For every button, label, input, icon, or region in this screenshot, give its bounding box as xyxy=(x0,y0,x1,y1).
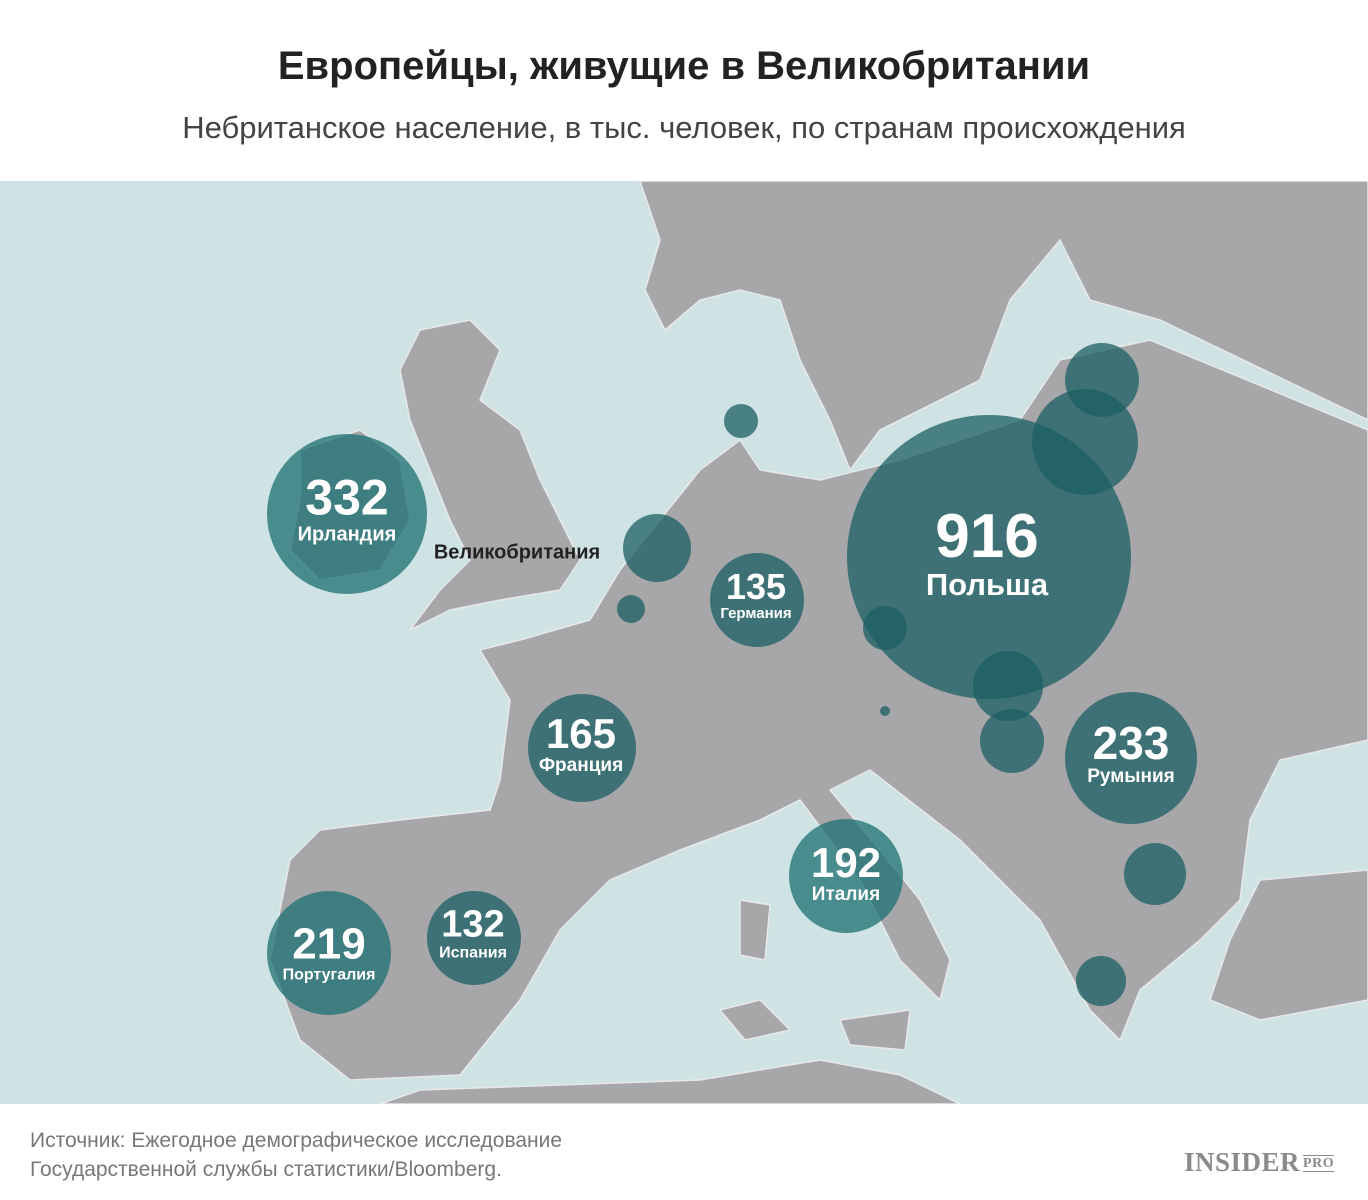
country-name: Португалия xyxy=(282,966,376,984)
country-name: Испания xyxy=(439,944,507,962)
bubble-ireland xyxy=(267,434,427,594)
country-name: Германия xyxy=(720,605,792,623)
bubble-portugal xyxy=(267,891,391,1015)
bubble-poland xyxy=(847,415,1131,699)
map-subtitle: Небританское население, в тыс. человек, … xyxy=(182,110,1186,145)
bubble-germany xyxy=(710,553,804,647)
bubble-hungary xyxy=(980,709,1044,773)
label-france: 165 Франция xyxy=(538,709,624,777)
value: 332 xyxy=(305,469,389,526)
bubble-belgium xyxy=(617,595,645,623)
value: 233 xyxy=(1092,716,1170,769)
value: 135 xyxy=(725,566,787,608)
bubble-romania xyxy=(1065,692,1197,824)
bubble-denmark xyxy=(724,404,758,438)
bubble-netherlands xyxy=(623,514,691,582)
country-name: Франция xyxy=(538,755,624,777)
bubble-france xyxy=(528,694,636,802)
source-line: Источник: Ежегодное демографическое иссл… xyxy=(30,1129,563,1152)
map-title: Европейцы, живущие в Великобритании xyxy=(277,44,1091,88)
bubble-austria xyxy=(880,706,890,716)
uk-label: Великобритания xyxy=(433,541,601,564)
bubbles xyxy=(267,343,1197,1015)
country-name: Ирландия xyxy=(297,522,397,545)
value: 165 xyxy=(545,709,617,757)
country-name: Польша xyxy=(925,567,1049,603)
source-line: Государственной службы статистики/Bloomb… xyxy=(30,1158,502,1181)
value: 132 xyxy=(441,903,505,946)
label-germany: 135 Германия xyxy=(720,568,791,622)
label-portugal: 219 Португалия xyxy=(282,919,376,985)
europe-map xyxy=(0,181,1368,1104)
label-poland: 916 Польша xyxy=(926,504,1048,602)
insider-pro-logo: INSIDER PRO xyxy=(1184,1147,1335,1178)
label-spain: 132 Испания xyxy=(439,903,507,963)
bubble-bulgaria xyxy=(1124,843,1186,905)
value: 192 xyxy=(810,838,882,886)
value: 219 xyxy=(292,919,366,969)
source-note: Источник: Ежегодное демографическое иссл… xyxy=(30,1126,562,1184)
bubble-czechia xyxy=(863,606,907,650)
logo-sup: PRO xyxy=(1303,1155,1335,1172)
bubble-slovakia xyxy=(973,651,1043,721)
label-italy: 192 Италия xyxy=(810,838,882,906)
logo-main: INSIDER xyxy=(1184,1147,1301,1177)
country-name: Италия xyxy=(811,884,881,906)
bubble-greece xyxy=(1076,956,1126,1006)
country-name: Румыния xyxy=(1087,766,1175,788)
value: 916 xyxy=(935,502,1039,572)
bubble-italy xyxy=(789,819,903,933)
label-romania: 233 Румыния xyxy=(1087,719,1175,787)
bubble-spain xyxy=(427,891,521,985)
label-ireland: 332 Ирландия xyxy=(298,471,397,545)
